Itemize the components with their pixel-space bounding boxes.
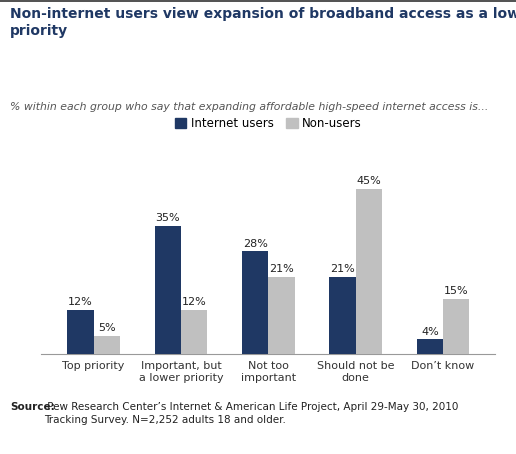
Bar [268,277,295,354]
Text: % within each group who say that expanding affordable high-speed internet access: % within each group who say that expandi… [10,102,489,112]
Bar [242,252,268,354]
Text: 21%: 21% [269,264,294,274]
Bar [443,299,469,354]
Bar [181,310,207,354]
Text: 15%: 15% [444,286,469,296]
Bar [155,226,181,354]
Text: Pew Research Center’s Internet & American Life Project, April 29-May 30, 2010
Tr: Pew Research Center’s Internet & America… [44,402,458,424]
Text: 21%: 21% [330,264,355,274]
Text: Non-internet users view expansion of broadband access as a low
priority: Non-internet users view expansion of bro… [10,7,516,38]
Text: 12%: 12% [182,297,206,307]
Bar [329,277,356,354]
Text: Source:: Source: [10,402,55,412]
Text: 45%: 45% [357,176,381,186]
Text: 4%: 4% [421,326,439,336]
Text: 12%: 12% [68,297,93,307]
Legend: Internet users, Non-users: Internet users, Non-users [170,112,367,134]
Bar [356,189,382,354]
Bar [417,340,443,354]
Text: 5%: 5% [98,323,116,333]
Text: 28%: 28% [243,238,268,248]
Bar [94,336,120,354]
Bar [68,310,94,354]
Text: 35%: 35% [156,213,180,223]
